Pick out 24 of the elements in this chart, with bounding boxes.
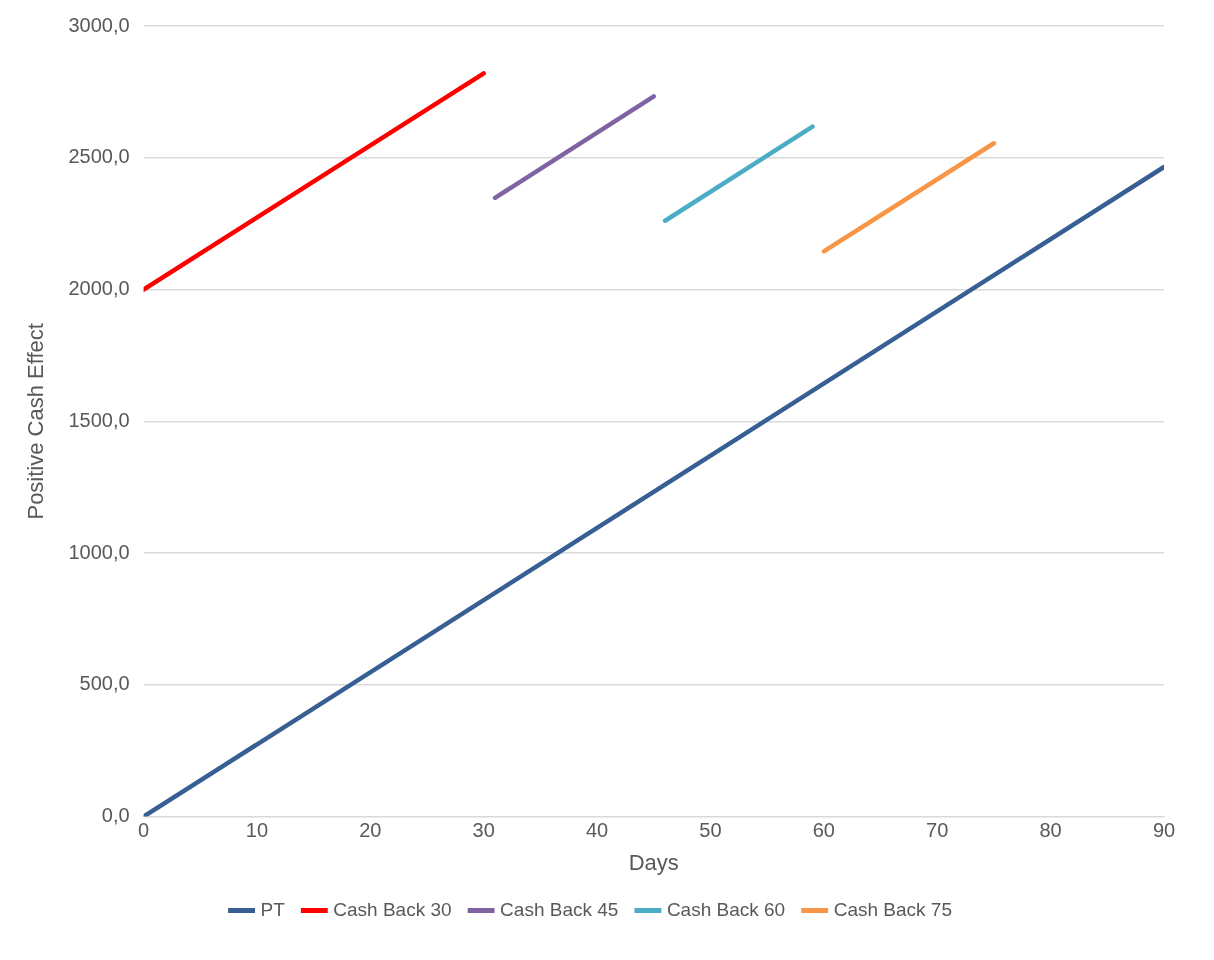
y-tick-label: 2000,0 xyxy=(68,277,130,300)
x-tick-label: 20 xyxy=(359,819,382,842)
y-tick-label: 0,0 xyxy=(101,804,130,827)
x-tick-label: 60 xyxy=(812,819,835,842)
y-tick-label: 3000,0 xyxy=(68,13,130,36)
x-tick-label: 70 xyxy=(926,819,949,842)
x-tick-label: 80 xyxy=(1039,819,1062,842)
legend-label: Cash Back 60 xyxy=(666,898,786,920)
x-axis-title: Days xyxy=(628,849,679,875)
legend-label: Cash Back 45 xyxy=(500,898,619,920)
legend-label: Cash Back 75 xyxy=(833,898,952,920)
y-tick-label: 1500,0 xyxy=(68,408,130,431)
x-tick-label: 30 xyxy=(472,819,495,842)
y-tick-label: 500,0 xyxy=(79,672,130,695)
x-tick-label: 10 xyxy=(245,819,269,842)
x-tick-label: 90 xyxy=(1152,819,1176,842)
y-axis-title: Positive Cash Effect xyxy=(23,323,49,520)
legend-label: PT xyxy=(260,898,286,920)
y-tick-label: 1000,0 xyxy=(68,540,130,563)
x-tick-label: 50 xyxy=(699,819,722,842)
x-tick-label: 40 xyxy=(585,819,609,842)
y-tick-label: 2500,0 xyxy=(68,145,130,168)
x-tick-label: 0 xyxy=(138,819,150,842)
legend-label: Cash Back 30 xyxy=(333,898,452,920)
